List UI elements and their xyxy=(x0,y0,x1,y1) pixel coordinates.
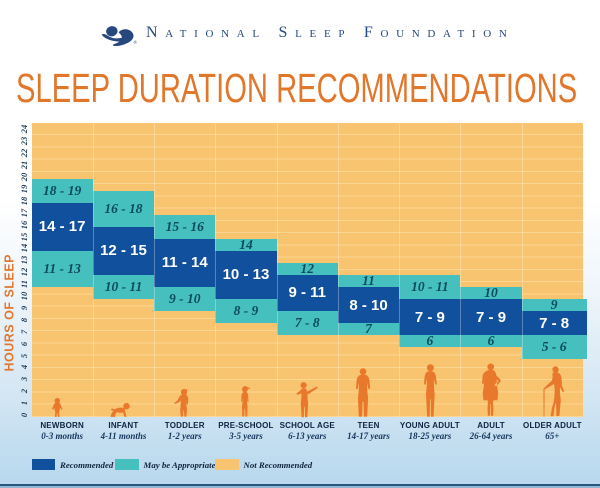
svg-text:®: ® xyxy=(134,40,138,45)
